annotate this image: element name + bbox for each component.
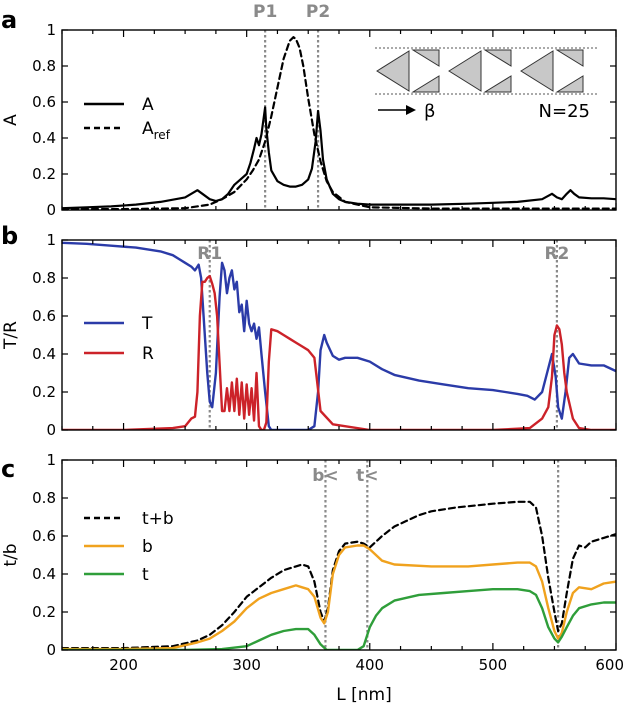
y-tick-label: 0.8 bbox=[32, 57, 56, 75]
inset-triangle-small-lower bbox=[555, 75, 584, 93]
legend-label: T bbox=[141, 314, 153, 334]
y-tick-label: 0 bbox=[46, 641, 56, 659]
y-tick-label: 0.6 bbox=[32, 527, 56, 545]
y-axis-label: T/R bbox=[1, 321, 21, 350]
inset-schematic: β N=25 bbox=[375, 47, 598, 122]
y-axis-label: A bbox=[1, 114, 21, 126]
frames-layer bbox=[61, 29, 617, 651]
y-tick-label: 1 bbox=[46, 451, 56, 469]
inset-arrow-label: β bbox=[424, 101, 436, 122]
inset-triangle-small-upper bbox=[411, 49, 440, 67]
legend-label: A bbox=[142, 95, 154, 115]
series-line-a bbox=[62, 106, 616, 210]
y-tick-label: 1 bbox=[46, 231, 56, 249]
legend-label: R bbox=[142, 344, 154, 364]
y-tick-label: 0.8 bbox=[32, 489, 56, 507]
series-line-t bbox=[62, 588, 616, 650]
panel-b-frame bbox=[61, 239, 617, 431]
x-axis-label: L [nm] bbox=[336, 685, 391, 705]
y-tick-label: 0.6 bbox=[32, 93, 56, 111]
inset-triangle-large bbox=[520, 50, 554, 92]
y-tick-label: 0 bbox=[46, 421, 56, 439]
panel-letter: b bbox=[1, 222, 18, 250]
legend-label: t bbox=[142, 565, 149, 585]
x-tick-label: 500 bbox=[479, 656, 508, 674]
inset-triangle-small-upper bbox=[483, 49, 512, 67]
series-line-r bbox=[62, 274, 616, 430]
marker-label: t< bbox=[356, 466, 378, 486]
marker-label: R1 bbox=[197, 244, 222, 264]
panel-c-series bbox=[62, 500, 616, 650]
inset-triangle-small-lower bbox=[411, 75, 440, 93]
marker-label: b< bbox=[312, 466, 338, 486]
inset-n-label: N=25 bbox=[539, 101, 590, 122]
y-tick-label: 0.2 bbox=[32, 165, 56, 183]
y-tick-label: 0.6 bbox=[32, 307, 56, 325]
y-tick-label: 0.4 bbox=[32, 345, 56, 363]
y-tick-label: 0.2 bbox=[32, 603, 56, 621]
marker-label: P1 bbox=[253, 2, 277, 22]
inset-triangle-small-lower bbox=[483, 75, 512, 93]
y-tick-label: 0.4 bbox=[32, 565, 56, 583]
panel-b-series bbox=[62, 241, 616, 430]
series-line-t-plus-b bbox=[62, 500, 616, 650]
inset-triangle-small-upper bbox=[555, 49, 584, 67]
panel-letter: c bbox=[1, 455, 15, 483]
y-axis-label: t/b bbox=[1, 543, 21, 566]
x-tick-label: 600 bbox=[595, 656, 623, 674]
marker-label: R2 bbox=[544, 244, 569, 264]
x-tick-label: 300 bbox=[232, 656, 261, 674]
y-tick-label: 0.4 bbox=[32, 129, 56, 147]
y-tick-label: 0.2 bbox=[32, 383, 56, 401]
panel-a-series bbox=[62, 36, 616, 210]
panel-letter: a bbox=[1, 6, 17, 34]
legend-label: Aref bbox=[142, 119, 171, 142]
y-tick-label: 0 bbox=[46, 201, 56, 219]
series-line-b bbox=[62, 544, 616, 650]
legend-label: b bbox=[142, 537, 153, 557]
x-tick-label: 400 bbox=[355, 656, 384, 674]
curves-layer bbox=[62, 30, 616, 650]
inset-triangle-large bbox=[376, 50, 410, 92]
inset-arrow-icon bbox=[406, 105, 416, 115]
x-tick-label: 200 bbox=[109, 656, 138, 674]
series-line-aref bbox=[62, 36, 616, 210]
marker-label: P2 bbox=[306, 2, 330, 22]
legend-label: t+b bbox=[142, 509, 174, 529]
y-tick-label: 1 bbox=[46, 21, 56, 39]
inset-triangle-large bbox=[448, 50, 482, 92]
series-line-t bbox=[62, 241, 616, 430]
y-tick-label: 0.8 bbox=[32, 269, 56, 287]
